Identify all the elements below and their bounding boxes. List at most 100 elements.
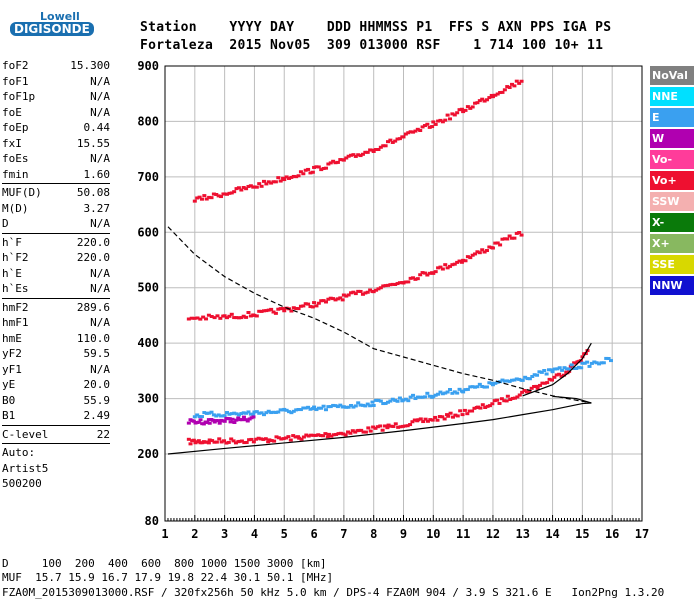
data-point	[356, 153, 361, 157]
param-row: foF1p N/A	[2, 89, 110, 105]
data-point	[418, 129, 423, 133]
data-point	[579, 366, 584, 370]
data-point	[196, 439, 201, 443]
param-key: h`F	[2, 235, 22, 249]
data-point	[422, 395, 427, 399]
data-point	[398, 425, 403, 429]
data-point	[463, 388, 468, 392]
data-point	[425, 273, 430, 277]
data-point	[346, 154, 351, 158]
data-point	[433, 122, 438, 126]
data-point	[278, 179, 283, 183]
data-point	[331, 159, 336, 163]
data-point	[338, 431, 343, 435]
data-point	[552, 375, 557, 379]
data-point	[599, 361, 604, 365]
data-point	[321, 434, 326, 438]
data-point	[436, 392, 441, 396]
data-point	[371, 403, 376, 407]
param-row: yE 20.0	[2, 377, 110, 393]
data-point	[381, 402, 386, 406]
fitted-curve	[522, 342, 592, 397]
data-point	[239, 316, 244, 320]
data-point	[527, 377, 532, 381]
data-point	[368, 429, 373, 433]
data-point	[490, 383, 495, 387]
data-point	[331, 403, 336, 407]
data-point	[316, 165, 321, 169]
data-point	[450, 391, 455, 395]
data-point	[257, 411, 262, 415]
y-tick-label: 400	[137, 336, 159, 350]
data-point	[274, 435, 279, 439]
data-point	[519, 79, 524, 83]
data-point	[269, 439, 274, 443]
data-point	[519, 233, 524, 237]
data-point	[557, 372, 562, 376]
y-tick-label: 300	[137, 392, 159, 406]
data-point	[539, 370, 544, 374]
data-point	[351, 405, 356, 409]
data-point	[589, 361, 594, 365]
data-point	[455, 111, 460, 115]
data-point	[241, 415, 246, 419]
data-point	[219, 195, 224, 199]
data-point	[470, 105, 475, 109]
data-point	[546, 368, 551, 372]
data-point	[329, 434, 334, 438]
param-value: 2.49	[83, 409, 111, 422]
data-point	[445, 413, 450, 417]
data-point	[592, 360, 597, 364]
data-point	[331, 433, 336, 437]
param-value: 50.08	[76, 186, 110, 199]
param-key: foF1	[2, 74, 29, 88]
data-point	[507, 86, 512, 90]
legend-item: X-	[650, 213, 694, 232]
data-point	[353, 404, 358, 408]
data-point	[334, 432, 339, 436]
data-point	[393, 139, 398, 143]
data-point	[229, 437, 234, 441]
data-point	[423, 417, 428, 421]
data-point	[450, 415, 455, 419]
data-point	[316, 406, 321, 410]
data-point	[544, 372, 549, 376]
data-point	[202, 194, 207, 198]
data-point	[410, 420, 415, 424]
data-point	[234, 187, 239, 191]
data-point	[473, 385, 478, 389]
data-point	[473, 252, 478, 256]
data-point	[286, 435, 291, 439]
x-tick-label: 8	[370, 527, 377, 541]
data-point	[373, 426, 378, 430]
data-point	[368, 404, 373, 408]
data-point	[269, 411, 274, 415]
data-point	[459, 260, 464, 264]
data-point	[604, 356, 609, 360]
legend-item: W	[650, 129, 694, 148]
data-point	[331, 297, 336, 301]
data-point	[450, 263, 455, 267]
data-point	[348, 431, 353, 435]
param-row: yF1 N/A	[2, 362, 110, 378]
param-value: 15.300	[70, 59, 110, 72]
data-point	[241, 411, 246, 415]
legend-item: SSE	[650, 255, 694, 274]
data-point	[296, 307, 301, 311]
data-point	[252, 185, 257, 189]
data-point	[495, 398, 500, 402]
data-point	[271, 180, 276, 184]
data-point	[487, 245, 492, 249]
data-point	[209, 196, 214, 200]
data-point	[495, 92, 500, 96]
data-point	[517, 81, 522, 85]
data-point	[484, 385, 489, 389]
data-point	[391, 425, 396, 429]
data-point	[443, 118, 448, 122]
data-point	[333, 298, 338, 302]
param-value: N/A	[90, 316, 110, 329]
data-point	[312, 301, 317, 305]
data-point	[490, 95, 495, 99]
data-point	[284, 408, 289, 412]
param-value: N/A	[90, 362, 110, 376]
